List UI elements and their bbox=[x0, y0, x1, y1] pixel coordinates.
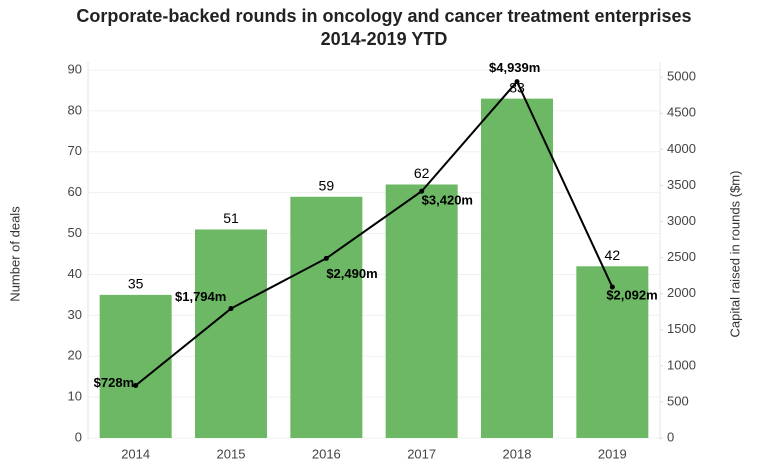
chart-subtitle: 2014-2019 YTD bbox=[321, 29, 448, 49]
bar bbox=[290, 196, 363, 438]
bar-value-label: 59 bbox=[319, 177, 335, 193]
line-value-label: $1,794m bbox=[175, 289, 226, 304]
y2-tick-label: 4500 bbox=[667, 105, 696, 120]
y2-tick-label: 2000 bbox=[667, 285, 696, 300]
line-point bbox=[133, 382, 139, 388]
x-tick-label: 2019 bbox=[598, 446, 627, 461]
y-axis-title: Number of deals bbox=[7, 206, 22, 302]
bar bbox=[385, 184, 458, 438]
line-point bbox=[419, 188, 425, 194]
bar bbox=[576, 266, 649, 438]
y-tick-label: 20 bbox=[68, 348, 82, 363]
y2-axis-title: Capital raised in rounds ($m) bbox=[727, 171, 742, 338]
y2-tick-label: 5000 bbox=[667, 69, 696, 84]
y-tick-label: 0 bbox=[75, 429, 82, 444]
y-tick-label: 40 bbox=[68, 266, 82, 281]
y-tick-label: 70 bbox=[68, 143, 82, 158]
line-point bbox=[228, 306, 234, 312]
line bbox=[135, 79, 614, 387]
y2-tick-label: 500 bbox=[667, 393, 689, 408]
bar-value-label: 42 bbox=[605, 247, 621, 263]
y-tick-label: 50 bbox=[68, 225, 82, 240]
bar bbox=[99, 294, 172, 438]
line-value-label: $2,490m bbox=[326, 266, 377, 281]
line-point bbox=[514, 79, 520, 85]
x-tick-label: 2017 bbox=[407, 446, 436, 461]
y-tick-label: 90 bbox=[68, 61, 82, 76]
y2-tick-label: 3000 bbox=[667, 213, 696, 228]
y2-tick-label: 4000 bbox=[667, 141, 696, 156]
y-tick-label: 60 bbox=[68, 184, 82, 199]
line-value-label: $3,420m bbox=[422, 193, 473, 208]
chart-title: Corporate-backed rounds in oncology and … bbox=[76, 6, 691, 26]
bar-value-label: 62 bbox=[414, 165, 430, 181]
line-value-label: $2,092m bbox=[606, 287, 657, 302]
y-tick-label: 10 bbox=[68, 389, 82, 404]
line-point bbox=[323, 255, 329, 261]
x-tick-label: 2018 bbox=[503, 446, 532, 461]
y-tick-label: 30 bbox=[68, 307, 82, 322]
line-value-label: $728m bbox=[94, 375, 134, 390]
line-point bbox=[609, 284, 615, 290]
x-tick-label: 2016 bbox=[312, 446, 341, 461]
bar-value-label: 35 bbox=[128, 276, 144, 292]
y2-tick-label: 1500 bbox=[667, 321, 696, 336]
line-value-label: $4,939m bbox=[489, 60, 540, 75]
bar bbox=[481, 98, 553, 438]
y2-tick-label: 2500 bbox=[667, 249, 696, 264]
y-tick-label: 80 bbox=[68, 102, 82, 117]
bar bbox=[195, 229, 267, 438]
x-tick-label: 2015 bbox=[217, 446, 246, 461]
bar-value-label: 51 bbox=[223, 210, 239, 226]
y2-tick-label: 0 bbox=[667, 429, 674, 444]
y2-tick-label: 3500 bbox=[667, 177, 696, 192]
y2-tick-label: 1000 bbox=[667, 357, 696, 372]
x-tick-label: 2014 bbox=[121, 446, 150, 461]
